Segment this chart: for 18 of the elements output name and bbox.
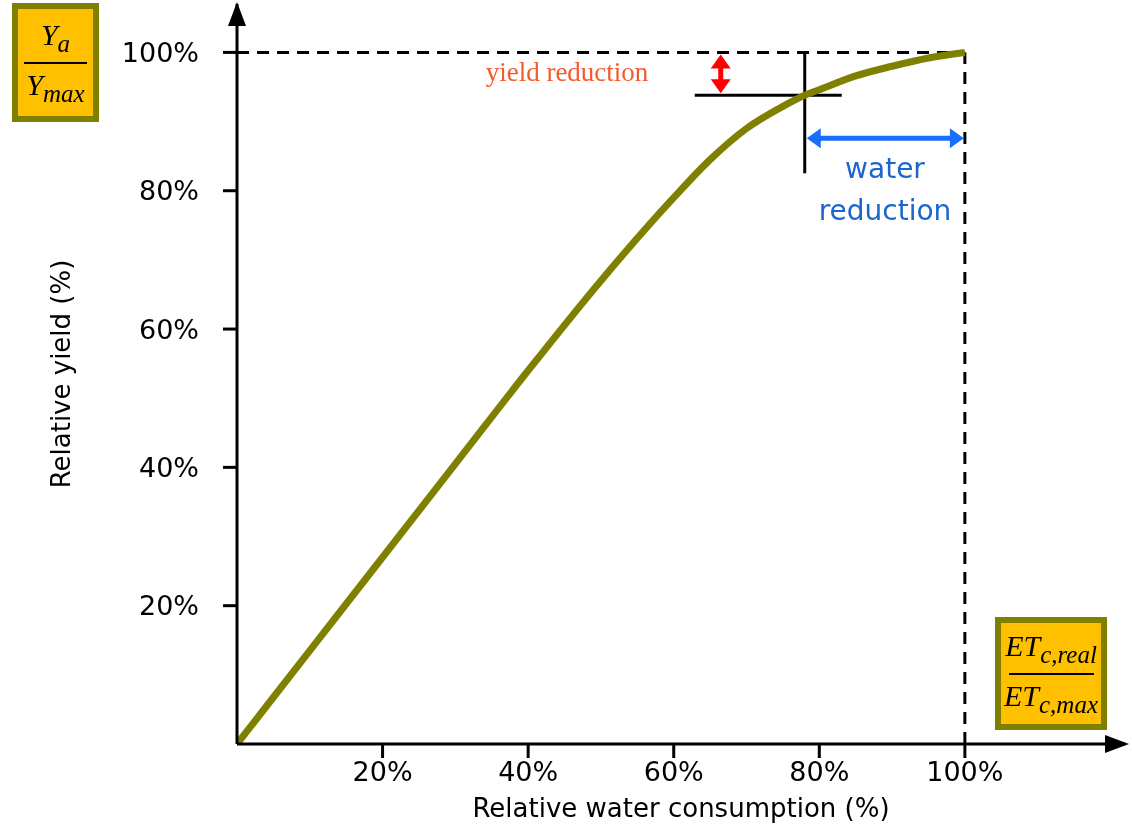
- x-tick-label: 40%: [498, 756, 559, 788]
- y-tick-label: 60%: [138, 313, 199, 345]
- y-axis-title: Relative yield (%): [46, 259, 77, 489]
- label-box: Y$_{a}$ Y$_{max}$: [12, 3, 99, 122]
- x-tick-label: 60%: [643, 756, 704, 788]
- annotation: ET$_{c,max}$: [1003, 678, 1098, 718]
- annotation: ET$_{c,real}$: [1005, 629, 1097, 669]
- y-tick-label: 100%: [121, 37, 199, 68]
- label-box: ET$_{c,real}$ ET$_{c,max}$: [995, 617, 1107, 730]
- x-tick-label: 80%: [789, 756, 850, 788]
- x-axis-title: Relative water consumption (%): [472, 793, 890, 823]
- x-tick-label: 20%: [352, 756, 413, 788]
- y-tick-label: 20%: [138, 590, 199, 622]
- y-tick-label: 80%: [138, 175, 199, 207]
- x-tick-label: 100%: [926, 756, 1004, 788]
- annotation: water reduction: [817, 151, 953, 229]
- y-tick-label: 40%: [138, 451, 199, 483]
- annotation: yield reduction: [485, 55, 649, 89]
